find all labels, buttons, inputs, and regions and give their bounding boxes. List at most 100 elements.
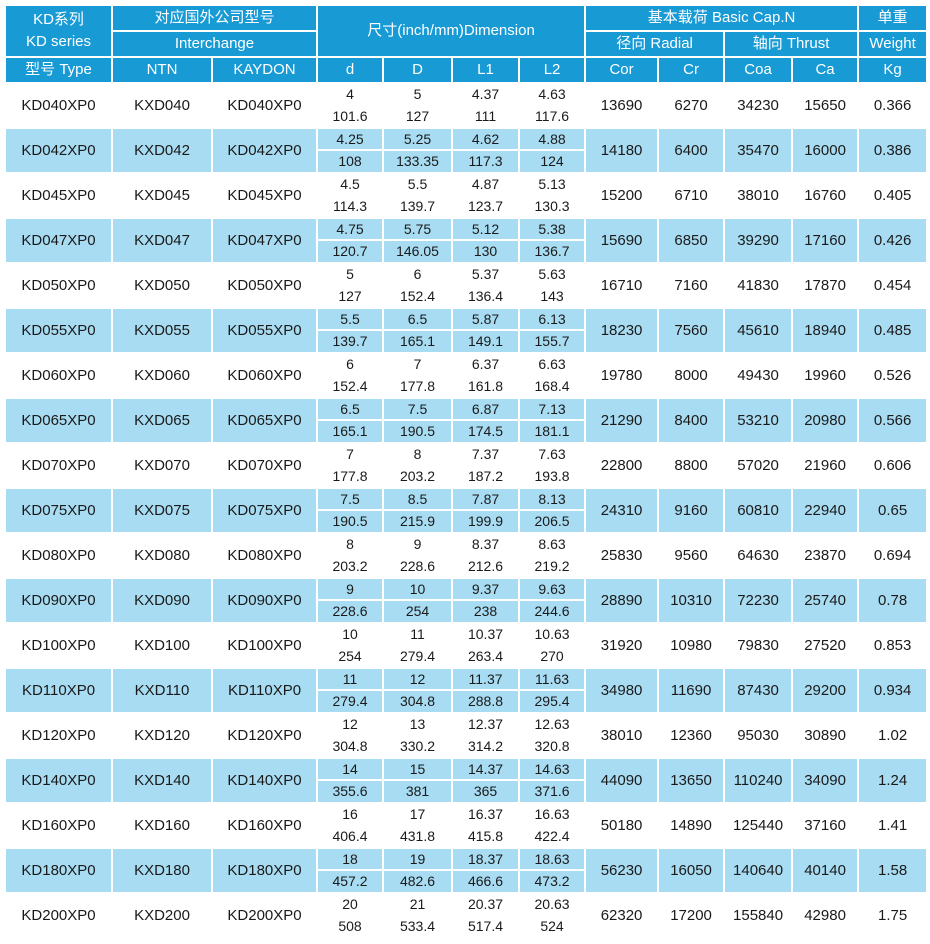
cell-cor: 24310	[584, 487, 660, 534]
cell-dim-d: 4.75 120.7	[316, 217, 385, 264]
cell-cr: 12360	[657, 712, 726, 759]
cell-kg: 0.405	[857, 172, 929, 219]
cell-model-type: KD100XP0	[4, 622, 113, 669]
cell-dim-D: 6.5 165.1	[382, 307, 454, 354]
header-kd-series: KD系列 KD series	[4, 4, 113, 58]
dim-L2-mm: 193.8	[534, 467, 570, 484]
cell-kg: 1.75	[857, 892, 929, 939]
dim-L2-mm: 422.4	[534, 827, 570, 844]
cell-ca: 22940	[791, 487, 860, 534]
cell-dim-D: 6 152.4	[382, 262, 454, 309]
cell-dim-L2: 4.63 117.6	[518, 82, 587, 129]
table-row: KD160XP0 KXD160 KD160XP0 16 406.4 17 431…	[4, 802, 929, 849]
table-row: KD042XP0 KXD042 KD042XP0 4.25 108 5.25 1…	[4, 127, 929, 174]
cell-cor: 22800	[584, 442, 660, 489]
dim-L2-inch: 11.63	[521, 670, 584, 691]
dim-L2-mm: 130.3	[534, 197, 570, 214]
cell-dim-D: 5.5 139.7	[382, 172, 454, 219]
cell-cr: 7560	[657, 307, 726, 354]
cell-model-type: KD070XP0	[4, 442, 113, 489]
dim-D-inch: 5.5	[385, 175, 451, 196]
dim-D-mm: 215.9	[399, 512, 436, 529]
cell-dim-L2: 10.63 270	[518, 622, 587, 669]
header-thrust: 轴向 Thrust	[723, 30, 860, 58]
cell-dim-d: 12 304.8	[316, 712, 385, 759]
cell-dim-L2: 5.63 143	[518, 262, 587, 309]
dim-d-inch: 6.5	[319, 400, 382, 421]
cell-kg: 0.853	[857, 622, 929, 669]
cell-dim-L1: 16.37 415.8	[451, 802, 521, 849]
dim-d-mm: 190.5	[332, 512, 368, 529]
table-row: KD180XP0 KXD180 KD180XP0 18 457.2 19 482…	[4, 847, 929, 894]
dim-D-inch: 7.5	[385, 400, 451, 421]
dim-L1-inch: 10.37	[454, 625, 518, 646]
table-row: KD055XP0 KXD055 KD055XP0 5.5 139.7 6.5 1…	[4, 307, 929, 354]
cell-dim-d: 7 177.8	[316, 442, 385, 489]
cell-dim-L1: 5.37 136.4	[451, 262, 521, 309]
dim-d-mm: 228.6	[332, 602, 368, 619]
cell-dim-d: 11 279.4	[316, 667, 385, 714]
cell-ntn: KXD042	[111, 127, 213, 174]
cell-ntn: KXD047	[111, 217, 213, 264]
cell-kg: 1.02	[857, 712, 929, 759]
cell-ntn: KXD045	[111, 172, 213, 219]
cell-model-type: KD055XP0	[4, 307, 113, 354]
cell-kg: 0.566	[857, 397, 929, 444]
dim-D-mm: 133.35	[396, 152, 439, 169]
cell-ntn: KXD160	[111, 802, 213, 849]
cell-dim-L2: 6.63 168.4	[518, 352, 587, 399]
dim-D-mm: 533.4	[399, 917, 436, 934]
cell-coa: 53210	[723, 397, 794, 444]
dim-d-inch: 5.5	[319, 310, 382, 331]
cell-cor: 38010	[584, 712, 660, 759]
dim-L1-inch: 18.37	[454, 850, 518, 871]
cell-dim-L1: 5.87 149.1	[451, 307, 521, 354]
column-header-ntn: NTN	[111, 56, 213, 84]
cell-coa: 79830	[723, 622, 794, 669]
cell-kaydon: KD075XP0	[210, 487, 319, 534]
dim-L2-mm: 206.5	[534, 512, 570, 529]
cell-model-type: KD180XP0	[4, 847, 113, 894]
dim-L1-mm: 212.6	[467, 557, 504, 574]
cell-coa: 125440	[723, 802, 794, 849]
cell-dim-d: 5 127	[316, 262, 385, 309]
cell-dim-d: 8 203.2	[316, 532, 385, 579]
cell-dim-d: 5.5 139.7	[316, 307, 385, 354]
cell-dim-D: 17 431.8	[382, 802, 454, 849]
dim-D-inch: 5	[385, 85, 451, 106]
dim-L1-mm: 130	[473, 242, 498, 259]
dim-d-inch: 7.5	[319, 490, 382, 511]
cell-dim-L1: 4.62 117.3	[451, 127, 521, 174]
dim-D-mm: 152.4	[399, 287, 436, 304]
cell-ntn: KXD100	[111, 622, 213, 669]
dim-d-inch: 4	[319, 85, 382, 106]
cell-dim-d: 18 457.2	[316, 847, 385, 894]
cell-dim-D: 5 127	[382, 82, 454, 129]
cell-cor: 21290	[584, 397, 660, 444]
cell-dim-d: 6.5 165.1	[316, 397, 385, 444]
cell-coa: 110240	[723, 757, 794, 804]
cell-kg: 1.24	[857, 757, 929, 804]
dim-d-mm: 120.7	[332, 242, 368, 259]
dim-L1-inch: 14.37	[454, 760, 518, 781]
cell-ntn: KXD180	[111, 847, 213, 894]
cell-model-type: KD047XP0	[4, 217, 113, 264]
cell-kaydon: KD040XP0	[210, 82, 319, 129]
dim-L2-mm: 136.7	[534, 242, 570, 259]
cell-ntn: KXD080	[111, 532, 213, 579]
dim-L1-inch: 6.87	[454, 400, 518, 421]
dim-L2-inch: 6.63	[521, 355, 584, 376]
cell-ntn: KXD110	[111, 667, 213, 714]
cell-dim-D: 5.25 133.35	[382, 127, 454, 174]
dim-L1-inch: 12.37	[454, 715, 518, 736]
cell-kg: 1.58	[857, 847, 929, 894]
cell-ca: 25740	[791, 577, 860, 624]
table-row: KD065XP0 KXD065 KD065XP0 6.5 165.1 7.5 1…	[4, 397, 929, 444]
cell-cor: 34980	[584, 667, 660, 714]
table-row: KD100XP0 KXD100 KD100XP0 10 254 11 279.4…	[4, 622, 929, 669]
dim-L2-inch: 20.63	[521, 895, 584, 916]
dim-L2-inch: 14.63	[521, 760, 584, 781]
table-row: KD080XP0 KXD080 KD080XP0 8 203.2 9 228.6…	[4, 532, 929, 579]
cell-ntn: KXD070	[111, 442, 213, 489]
dim-d-mm: 254	[338, 647, 362, 664]
